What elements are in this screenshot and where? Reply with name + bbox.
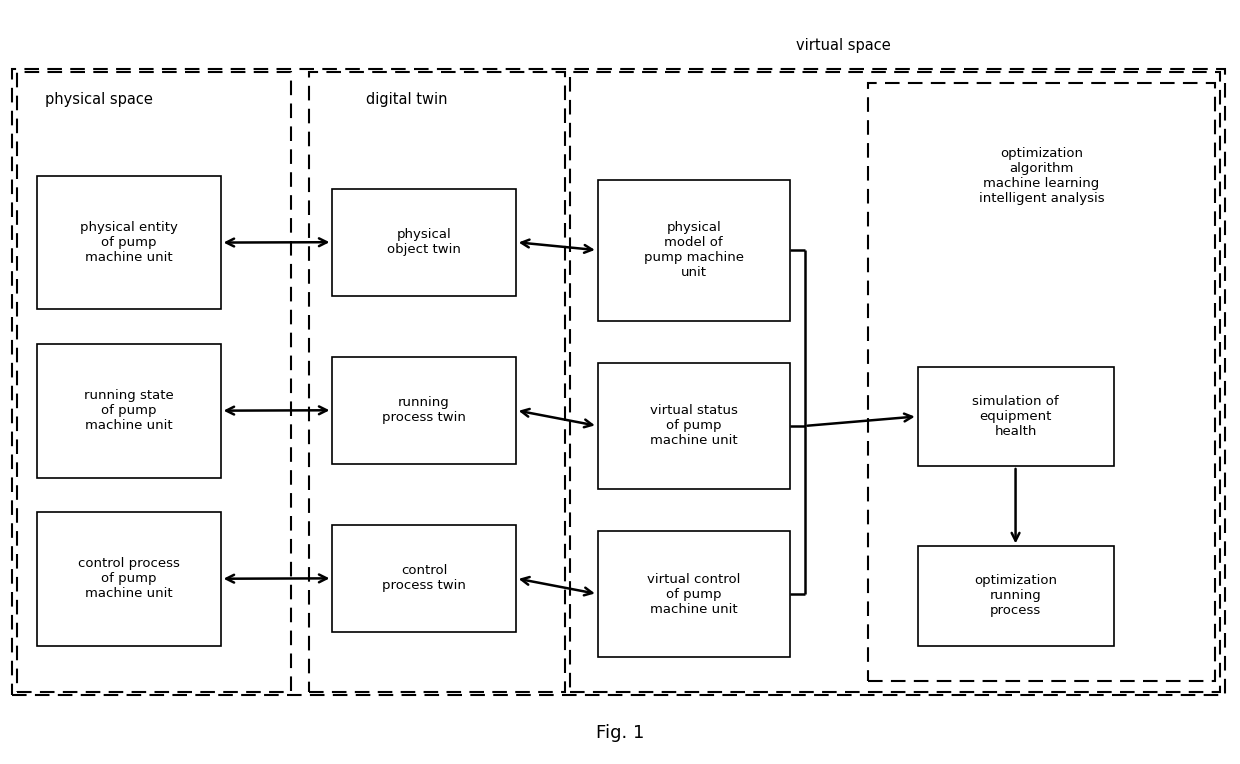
Bar <box>598 363 790 489</box>
Bar <box>332 357 516 464</box>
Bar <box>918 367 1114 466</box>
Text: control process
of pump
machine unit: control process of pump machine unit <box>78 557 180 601</box>
Bar <box>37 176 221 309</box>
Bar <box>598 531 790 657</box>
Text: running state
of pump
machine unit: running state of pump machine unit <box>84 389 174 432</box>
Bar <box>37 344 221 478</box>
Bar <box>332 525 516 632</box>
Text: Fig. 1: Fig. 1 <box>595 724 645 743</box>
Text: simulation of
equipment
health: simulation of equipment health <box>972 395 1059 438</box>
Text: optimization
algorithm
machine learning
intelligent analysis: optimization algorithm machine learning … <box>978 147 1105 205</box>
Text: virtual control
of pump
machine unit: virtual control of pump machine unit <box>647 572 740 616</box>
Bar <box>37 512 221 646</box>
Text: optimization
running
process: optimization running process <box>975 575 1056 617</box>
Text: virtual space: virtual space <box>796 38 890 53</box>
Bar <box>570 72 1220 692</box>
Bar <box>332 189 516 296</box>
Bar <box>309 72 565 692</box>
Text: physical entity
of pump
machine unit: physical entity of pump machine unit <box>81 221 177 264</box>
Text: physical
object twin: physical object twin <box>387 228 461 256</box>
Text: running
process twin: running process twin <box>382 397 466 424</box>
Text: virtual status
of pump
machine unit: virtual status of pump machine unit <box>650 404 738 448</box>
Bar <box>598 180 790 321</box>
Text: control
process twin: control process twin <box>382 565 466 592</box>
Text: physical space: physical space <box>46 92 153 107</box>
Bar <box>868 83 1215 681</box>
Text: digital twin: digital twin <box>366 92 448 107</box>
Text: physical
model of
pump machine
unit: physical model of pump machine unit <box>644 222 744 279</box>
Bar <box>17 72 291 692</box>
Bar <box>12 69 1225 695</box>
Bar <box>918 546 1114 646</box>
